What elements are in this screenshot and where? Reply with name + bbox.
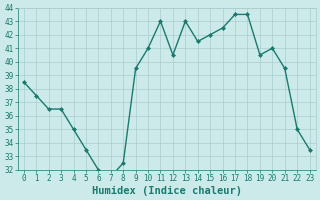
X-axis label: Humidex (Indice chaleur): Humidex (Indice chaleur) bbox=[92, 186, 242, 196]
